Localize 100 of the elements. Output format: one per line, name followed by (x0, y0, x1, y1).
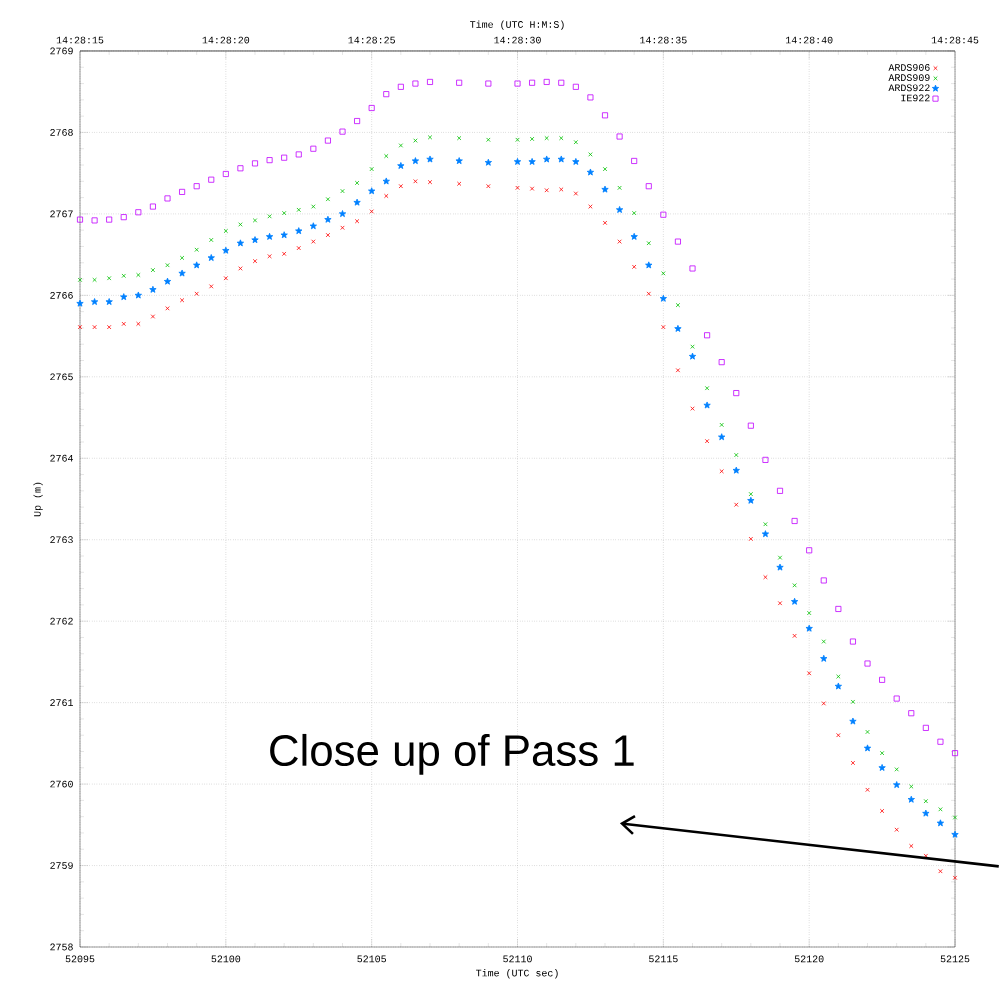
point (602, 220, 608, 226)
point (237, 165, 244, 172)
point (354, 118, 361, 125)
point (836, 674, 841, 679)
point (879, 676, 886, 683)
point (792, 583, 797, 588)
point (602, 166, 608, 172)
y-tick-label: 2768 (50, 129, 73, 136)
point (791, 517, 798, 524)
point (675, 368, 681, 373)
point (936, 819, 945, 827)
point (543, 155, 551, 163)
y-tick-label: 2763 (50, 536, 73, 544)
point (850, 760, 856, 766)
point (631, 157, 638, 164)
point (91, 217, 98, 224)
point (703, 401, 711, 409)
point (893, 695, 900, 702)
point (922, 724, 929, 731)
point (543, 78, 550, 85)
point (427, 179, 433, 185)
point (630, 232, 638, 240)
point (427, 135, 433, 140)
point (106, 276, 112, 281)
point (194, 247, 199, 252)
point (353, 198, 361, 206)
point (777, 601, 783, 606)
point (280, 231, 288, 239)
point (325, 196, 331, 202)
point (252, 218, 258, 223)
point (909, 843, 914, 849)
point (732, 466, 740, 474)
point (121, 321, 126, 327)
point (136, 321, 141, 327)
point (382, 177, 390, 185)
point (661, 271, 666, 276)
point (907, 795, 915, 803)
point (937, 738, 944, 745)
point (223, 228, 229, 234)
point (252, 258, 258, 264)
y-tick-label: 2765 (50, 373, 73, 381)
point (515, 185, 520, 191)
point (849, 717, 857, 725)
legend-label: ARDS922 (888, 84, 930, 92)
point (544, 135, 549, 141)
point (325, 232, 331, 238)
point (193, 261, 201, 269)
point (879, 808, 885, 814)
point (77, 216, 83, 223)
point (821, 639, 827, 644)
point (529, 186, 535, 191)
point (952, 875, 958, 880)
x2-tick-label: 14:28:30 (494, 36, 541, 44)
point (295, 227, 303, 235)
point (909, 784, 914, 789)
point (572, 157, 580, 165)
point (426, 155, 434, 163)
point (923, 798, 929, 804)
annotation: Close up of Pass 1 (270, 733, 634, 775)
point (267, 214, 272, 219)
point (806, 671, 812, 676)
point (938, 807, 943, 812)
point (164, 195, 171, 202)
point (908, 710, 915, 717)
point (295, 151, 302, 158)
point (238, 222, 243, 227)
point (120, 293, 128, 301)
point (296, 245, 301, 251)
point (850, 699, 856, 705)
point (952, 815, 958, 820)
x-tick-label: 52120 (794, 955, 824, 963)
point (805, 624, 813, 632)
point (806, 610, 812, 616)
point (209, 237, 214, 243)
point (617, 239, 622, 244)
point (486, 183, 491, 189)
point (806, 547, 813, 554)
point (77, 277, 83, 283)
y-tick-label: 2764 (50, 454, 73, 462)
point (76, 299, 84, 307)
point (193, 183, 200, 190)
point (863, 744, 872, 752)
point (252, 160, 259, 167)
point (748, 536, 754, 542)
point (544, 188, 549, 193)
point (821, 701, 827, 706)
point (616, 133, 623, 140)
point (456, 181, 462, 186)
point (150, 314, 156, 319)
point (165, 262, 170, 268)
point (397, 162, 405, 169)
point (397, 83, 404, 90)
point (340, 225, 345, 230)
point (266, 157, 273, 164)
point (558, 79, 565, 86)
point (398, 183, 404, 189)
point (659, 294, 667, 302)
point (484, 158, 492, 166)
point (149, 285, 157, 293)
point (733, 390, 740, 397)
